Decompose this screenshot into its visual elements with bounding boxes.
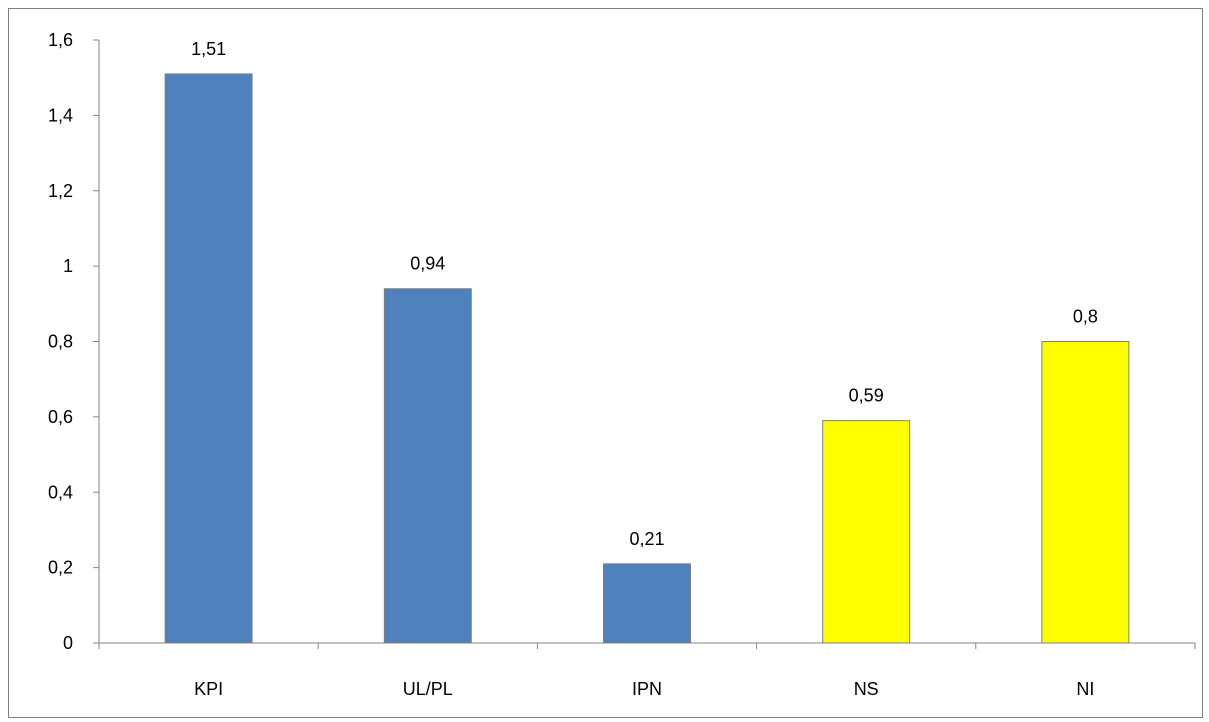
y-tick-label: 1 bbox=[63, 256, 73, 276]
y-axis: 0 0,2 0,4 0,6 0,8 1 1,2 1,4 1,6 bbox=[48, 30, 100, 653]
bar-ipn bbox=[603, 563, 691, 644]
bar-ns bbox=[822, 420, 911, 644]
bars bbox=[164, 73, 1130, 644]
chart-frame: 0 0,2 0,4 0,6 0,8 1 1,2 1,4 1,6 KPI UL/PL IPN NS NI … bbox=[8, 8, 1203, 718]
x-tick-label: IPN bbox=[632, 679, 662, 699]
data-label: 0,94 bbox=[410, 254, 445, 274]
y-tick-label: 0,2 bbox=[48, 558, 73, 578]
bar-chart: 00,20,40,60,811,21,41,6 KPI UL/PL IPN NS NI … bbox=[48, 30, 1196, 699]
x-tick-label: NS bbox=[854, 679, 879, 699]
bar-kpi bbox=[164, 73, 253, 644]
bar-ul-pl bbox=[383, 288, 472, 644]
y-tick-label: 1,4 bbox=[48, 105, 73, 125]
y-tick-label: 0,4 bbox=[48, 482, 73, 502]
data-label: 0,8 bbox=[1073, 307, 1098, 327]
y-tick-label: 0,6 bbox=[48, 407, 73, 427]
x-axis: KPI UL/PL IPN NS NI bbox=[98, 642, 1196, 699]
y-tick-label: 1,2 bbox=[48, 181, 73, 201]
data-label: 1,51 bbox=[191, 39, 226, 59]
x-tick-label: UL/PL bbox=[403, 679, 453, 699]
y-tick-label: 0 bbox=[63, 633, 73, 653]
bar-ni bbox=[1041, 341, 1130, 644]
x-tick-label: NI bbox=[1076, 679, 1094, 699]
data-labels: 1,51 0,94 0,21 0,59 0,8 bbox=[191, 39, 1098, 549]
data-label: 0,21 bbox=[629, 529, 664, 549]
y-tick-label: 0,8 bbox=[48, 332, 73, 352]
y-tick-label: 1,6 bbox=[48, 30, 73, 50]
x-tick-label: KPI bbox=[194, 679, 223, 699]
data-label: 0,59 bbox=[849, 386, 884, 406]
